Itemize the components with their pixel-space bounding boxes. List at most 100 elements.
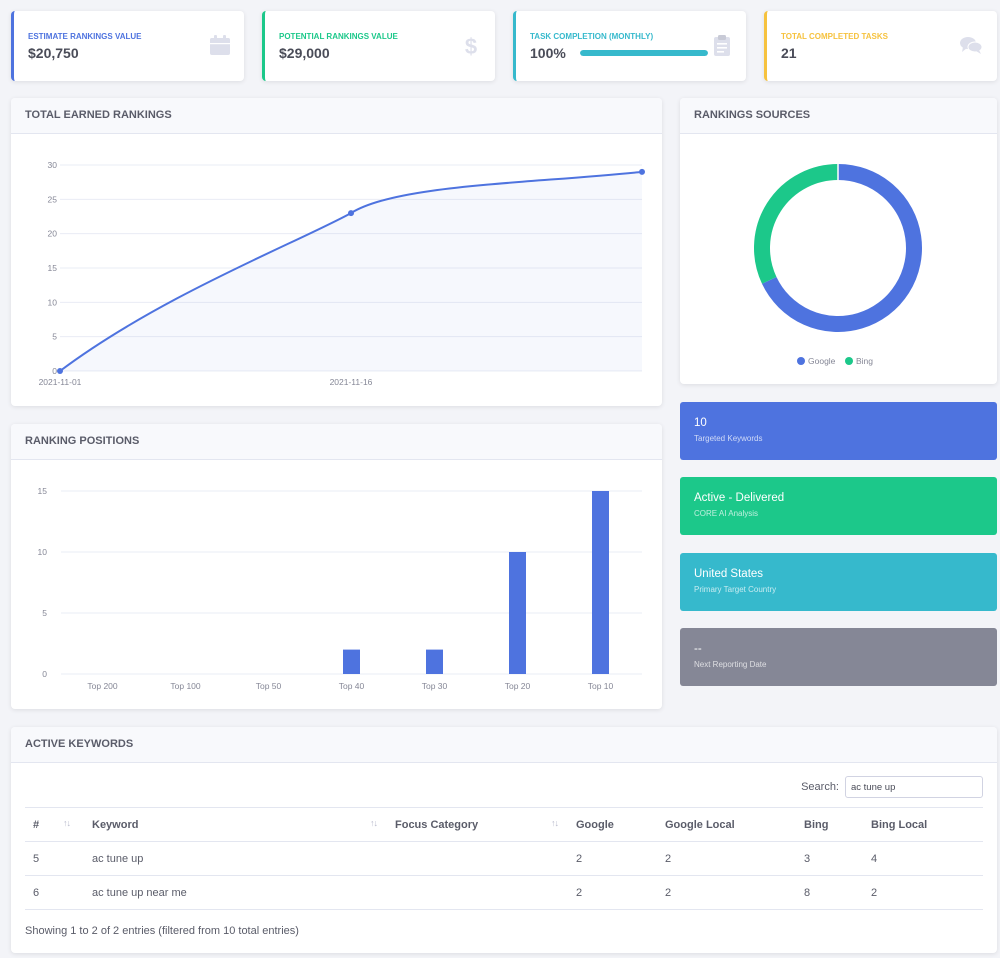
stat-value: 100%	[530, 45, 566, 61]
x-tick-label: Top 30	[422, 681, 448, 691]
cell-focus-category	[381, 875, 562, 910]
stat-label: Estimate Rankings Value	[28, 32, 142, 41]
cell-google: 2	[562, 875, 651, 910]
bar	[426, 649, 443, 674]
legend-swatch	[845, 357, 853, 365]
table-row: 6 ac tune up near me 2 2 8 2	[25, 875, 983, 910]
dollar-icon: $	[465, 34, 477, 57]
cell-bing-local: 2	[857, 875, 983, 910]
info-card-target-country: United States Primary Target Country	[680, 553, 997, 611]
data-point	[57, 368, 63, 374]
info-card-next-reporting-date: -- Next Reporting Date	[680, 628, 997, 686]
y-tick-label: 10	[38, 547, 48, 557]
stat-value: 21	[781, 45, 797, 61]
cell-number: 5	[25, 841, 78, 876]
stat-card-task-completion: Task Completion (Monthly) 100%	[513, 11, 746, 81]
clipboard-icon	[714, 35, 730, 56]
stat-label: Total Completed Tasks	[781, 32, 888, 41]
x-tick-label: 2021-11-01	[39, 377, 82, 387]
y-tick-label: 10	[48, 297, 58, 307]
x-tick-label: Top 40	[339, 681, 365, 691]
bar	[592, 491, 609, 674]
comments-icon	[960, 37, 983, 54]
y-tick-label: 15	[48, 263, 58, 273]
y-tick-label: 25	[48, 194, 58, 204]
search-box: Search:	[801, 776, 983, 798]
y-tick-label: 15	[38, 486, 48, 496]
info-subtitle: Primary Target Country	[694, 585, 777, 594]
y-tick-label: 0	[52, 366, 57, 376]
total-earned-rankings-panel: TOTAL EARNED RANKINGS 0 5 10 15 20 25 30 2021-1…	[11, 98, 662, 406]
stat-label: Potential Rankings Value	[279, 32, 398, 41]
donut-slice-google	[762, 164, 922, 332]
cell-bing-local: 4	[857, 841, 983, 876]
line-area-fill	[60, 171, 642, 371]
task-progress-bar	[580, 50, 708, 56]
y-tick-label: 5	[52, 332, 57, 342]
column-header-focus-category[interactable]: Focus Category ↑↓	[381, 807, 562, 842]
x-tick-label: 2021-11-16	[330, 377, 373, 387]
y-tick-label: 20	[48, 229, 58, 239]
cell-google-local: 2	[651, 875, 790, 910]
cell-google: 2	[562, 841, 651, 876]
panel-title: ACTIVE KEYWORDS	[11, 727, 997, 763]
cell-keyword: ac tune up	[78, 841, 381, 876]
stat-value: $29,000	[279, 45, 330, 61]
y-tick-label: 30	[48, 160, 58, 170]
earned-rankings-line-chart: 0 5 10 15 20 25 30 2021-11-01 2021-11-16	[39, 160, 645, 387]
cell-number: 6	[25, 875, 78, 910]
column-header-bing-local: Bing Local	[857, 807, 983, 842]
panel-title: RANKINGS SOURCES	[680, 98, 997, 134]
data-point	[348, 210, 354, 217]
stat-card-estimate: Estimate Rankings Value $20,750	[11, 11, 244, 81]
stat-label: Task Completion (Monthly)	[530, 32, 654, 41]
info-card-core-ai-analysis: Active - Delivered CORE AI Analysis	[680, 477, 997, 535]
stat-card-potential: Potential Rankings Value $29,000 $	[262, 11, 495, 81]
panel-title: RANKING POSITIONS	[11, 424, 662, 460]
ranking-positions-bar-chart: 0 5 10 15 Top 200 Top 100 Top 50 Top 40 Top 30 To…	[38, 486, 642, 691]
x-tick-label: Top 100	[170, 681, 201, 691]
x-tick-label: Top 50	[256, 681, 282, 691]
bar	[343, 649, 360, 674]
rankings-sources-panel: RANKINGS SOURCES Google Bing	[680, 98, 997, 384]
stat-card-completed-tasks: Total Completed Tasks 21	[764, 11, 997, 81]
active-keywords-panel: ACTIVE KEYWORDS Search: #↑↓ Keyword↑↓ Fo…	[11, 727, 997, 953]
legend-label: Bing	[856, 356, 873, 366]
search-input[interactable]	[845, 776, 983, 798]
cell-keyword: ac tune up near me	[78, 875, 381, 910]
info-title: Active - Delivered	[694, 492, 785, 504]
legend-swatch	[797, 357, 805, 365]
info-subtitle: Targeted Keywords	[694, 434, 763, 443]
bar	[509, 552, 526, 674]
legend-label: Google	[808, 356, 836, 366]
cell-bing: 8	[790, 875, 857, 910]
svg-text:$: $	[465, 34, 477, 57]
x-tick-label: Top 200	[87, 681, 118, 691]
column-header-bing: Bing	[790, 807, 857, 842]
info-subtitle: CORE AI Analysis	[694, 509, 759, 518]
table-info-footer: Showing 1 to 2 of 2 entries (filtered fr…	[25, 925, 299, 937]
ranking-positions-panel: RANKING POSITIONS 0 5 10 15 Top 200 Top 100 To…	[11, 424, 662, 709]
x-tick-label: Top 20	[505, 681, 531, 691]
search-label: Search:	[801, 781, 839, 793]
donut-slice-bing	[754, 164, 839, 284]
x-tick-label: Top 10	[588, 681, 614, 691]
panel-title: TOTAL EARNED RANKINGS	[11, 98, 662, 134]
column-header-number[interactable]: # ↑↓	[25, 807, 78, 842]
info-title: 10	[694, 417, 707, 429]
info-card-targeted-keywords: 10 Targeted Keywords	[680, 402, 997, 460]
table-header-row: # ↑↓ Keyword ↑↓ Focus Category ↑↓ Google Go…	[25, 807, 983, 842]
cell-bing: 3	[790, 841, 857, 876]
info-title: --	[694, 643, 702, 655]
data-point	[639, 168, 645, 175]
y-tick-label: 5	[42, 608, 47, 618]
rankings-sources-donut-chart: Google Bing	[754, 164, 922, 366]
column-header-keyword[interactable]: Keyword ↑↓	[78, 807, 381, 842]
task-progress-fill	[580, 50, 708, 56]
cell-google-local: 2	[651, 841, 790, 876]
table-row: 5 ac tune up 2 2 3 4	[25, 841, 983, 876]
column-header-google-local: Google Local	[651, 807, 790, 842]
column-header-google: Google	[562, 807, 651, 842]
stat-value: $20,750	[28, 45, 79, 61]
cell-focus-category	[381, 841, 562, 876]
